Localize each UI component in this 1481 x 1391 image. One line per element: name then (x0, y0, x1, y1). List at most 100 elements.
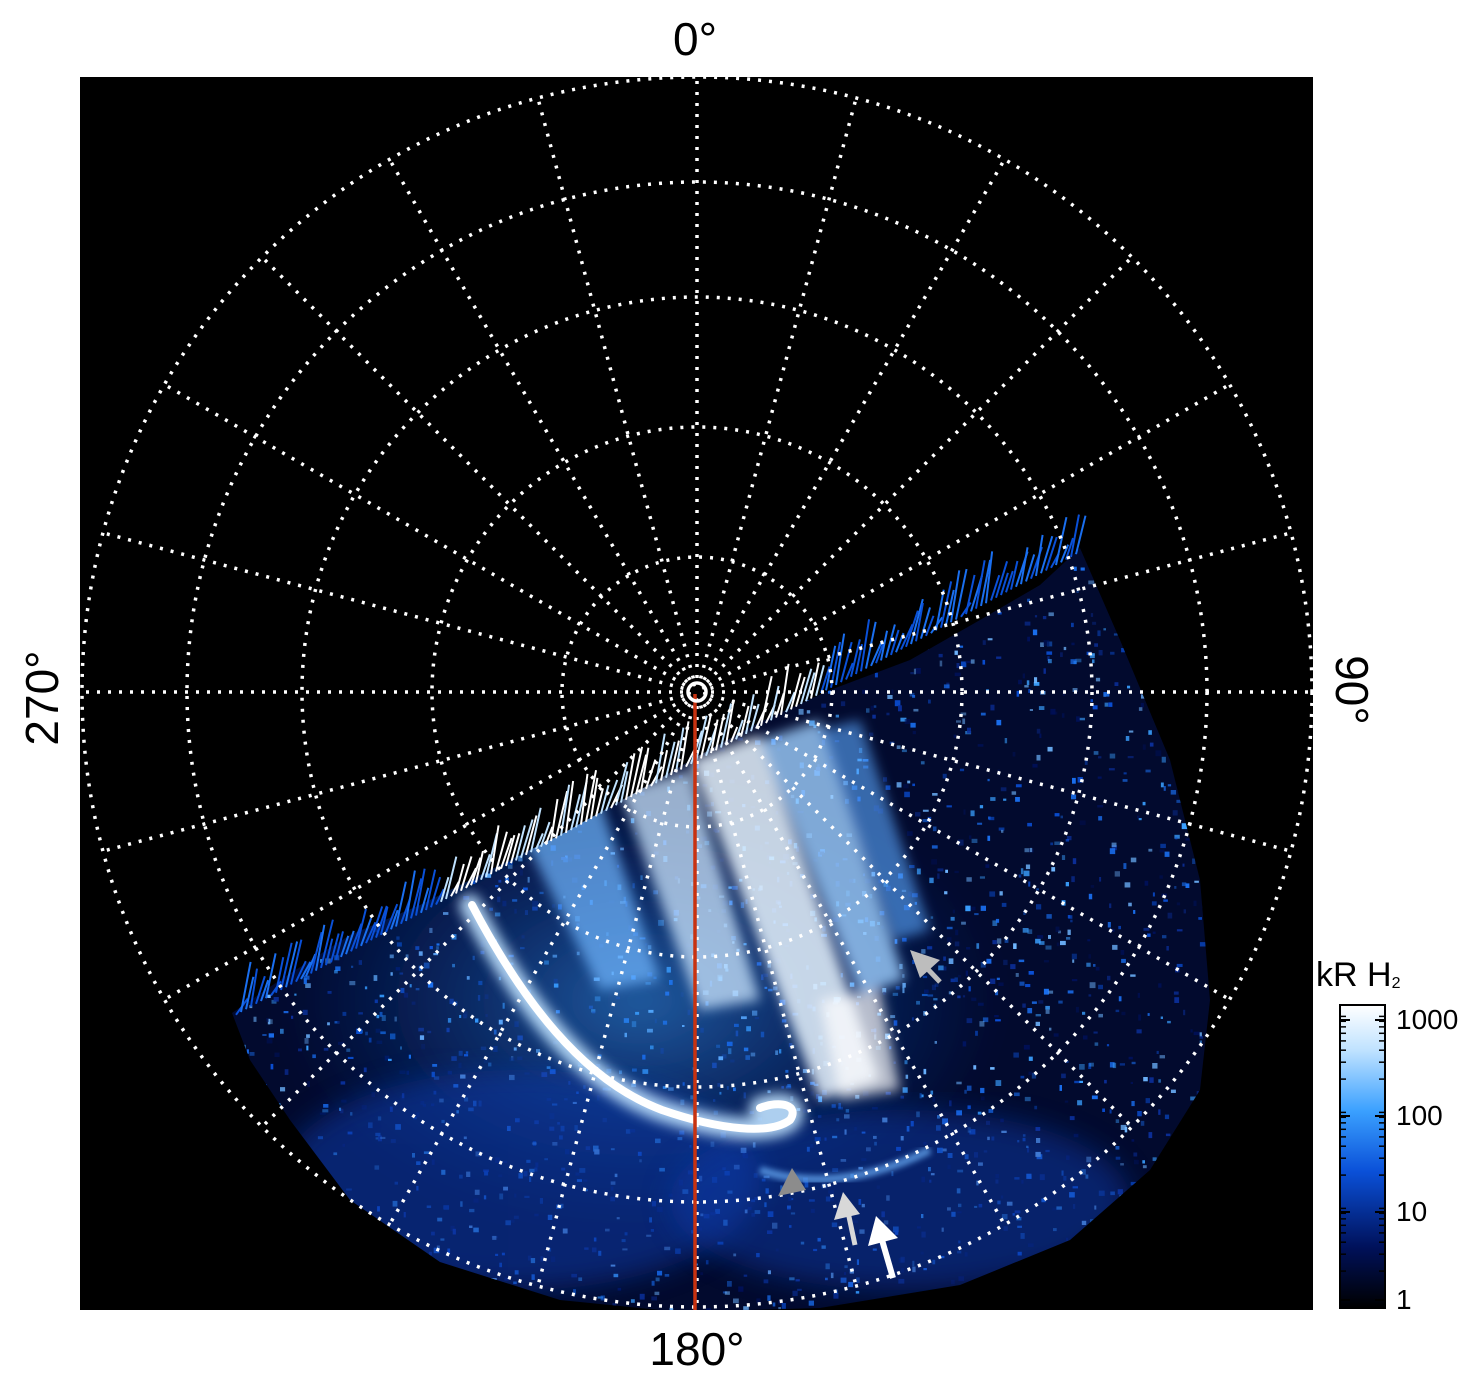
noise-pixel (1142, 1165, 1147, 1169)
noise-pixel (1098, 984, 1103, 990)
arrow-pale (834, 1192, 860, 1246)
noise-pixel (1079, 820, 1086, 826)
noise-pixel (1072, 858, 1077, 865)
noise-pixel (894, 700, 901, 707)
noise-pixel (1131, 1101, 1135, 1107)
grid-circle (430, 425, 964, 959)
noise-pixel (1137, 815, 1140, 819)
noise-pixel (1051, 711, 1058, 715)
noise-pixel (1074, 1080, 1080, 1084)
noise-pixel (1035, 1021, 1040, 1026)
noise-pixel (1065, 882, 1069, 887)
noise-pixel (1099, 877, 1102, 882)
noise-pixel (249, 1005, 253, 1009)
noise-pixel (1120, 1312, 1126, 1316)
grid-spoke (387, 158, 692, 681)
noise-pixel (1039, 733, 1042, 738)
noise-pixel (597, 1296, 603, 1299)
colorbar-tick-1: 1 (1396, 1284, 1412, 1315)
noise-pixel (977, 822, 983, 825)
noise-pixel (284, 1069, 289, 1075)
noise-pixel (1089, 1062, 1094, 1067)
noise-pixel (1158, 1109, 1161, 1115)
noise-pixel (617, 1287, 622, 1291)
noise-pixel (931, 845, 938, 849)
noise-pixel (491, 1309, 497, 1310)
noise-pixel (1023, 870, 1030, 877)
noise-pixel (1118, 996, 1122, 1002)
noise-pixel (1018, 679, 1022, 685)
noise-pixel (1049, 1027, 1052, 1031)
noise-pixel (727, 1281, 732, 1287)
noise-pixel (1109, 848, 1116, 855)
noise-pixel (996, 938, 1002, 944)
noise-pixel (1015, 797, 1020, 802)
noise-pixel (1072, 959, 1075, 963)
noise-pixel (1095, 677, 1101, 682)
noise-pixel (1199, 1040, 1202, 1045)
main-oval-arc (468, 901, 797, 1133)
noise-pixel (1046, 641, 1053, 647)
edge-spike (580, 773, 589, 825)
noise-pixel (705, 1260, 709, 1265)
noise-pixel (266, 1018, 269, 1022)
edge-spike (350, 923, 363, 952)
edge-spike (290, 939, 303, 985)
noise-pixel (1172, 810, 1178, 816)
noise-pixel (1076, 716, 1080, 722)
edge-spike (460, 856, 473, 892)
edge-spike (470, 857, 482, 886)
noise-pixel (1095, 966, 1100, 971)
noise-pixel (1163, 899, 1168, 902)
noise-pixel (1147, 933, 1151, 937)
noise-pixel (1118, 925, 1121, 930)
noise-pixel (1028, 1311, 1032, 1315)
edge-spike (285, 941, 299, 988)
edge-spike (990, 574, 1001, 601)
noise-pixel (956, 1110, 962, 1116)
colorbar-title-sub: 2 (1391, 975, 1401, 992)
noise-pixel (1013, 1052, 1019, 1058)
noise-pixel (990, 1067, 995, 1070)
grid-spoke (536, 705, 696, 1287)
noise-pixel (1040, 642, 1044, 647)
noise-pixel (1106, 1044, 1110, 1047)
noise-pixel (932, 793, 938, 796)
noise-pixel (266, 1038, 273, 1044)
grid-spoke (536, 97, 696, 679)
noise-pixel (1023, 910, 1026, 915)
noise-pixel (1143, 927, 1150, 931)
noise-pixel (763, 1279, 769, 1284)
noise-pixel (1048, 935, 1051, 939)
noise-pixel (1147, 1013, 1150, 1016)
noise-pixel (1111, 842, 1117, 848)
noise-pixel (1194, 880, 1199, 883)
edge-spike (555, 790, 569, 839)
edge-spike (370, 906, 384, 941)
edge-spike (630, 746, 644, 798)
noise-pixel (1121, 648, 1126, 653)
noise-pixel (1174, 886, 1177, 889)
noise-pixel (1160, 1016, 1163, 1019)
noise-pixel (907, 780, 911, 784)
noise-pixel (979, 805, 984, 809)
noise-pixel (971, 838, 978, 843)
grid-spoke (698, 97, 858, 679)
noise-pixel (1012, 752, 1016, 757)
noise-pixel (578, 1319, 584, 1324)
noise-pixel (1104, 1079, 1107, 1084)
noise-pixel (915, 668, 921, 674)
noise-pixel (920, 761, 925, 765)
noise-pixel (1165, 1133, 1171, 1137)
noise-pixel (922, 809, 929, 812)
noise-pixel (891, 689, 894, 695)
noise-pixel (1176, 799, 1181, 803)
edge-spike (965, 574, 976, 615)
noise-pixel (1138, 707, 1143, 711)
noise-pixel (813, 1315, 817, 1319)
noise-pixel (1152, 892, 1155, 897)
noise-pixel (1080, 567, 1085, 571)
noise-pixel (246, 1049, 249, 1054)
noise-pixel (872, 714, 876, 719)
edge-spike (495, 831, 508, 872)
